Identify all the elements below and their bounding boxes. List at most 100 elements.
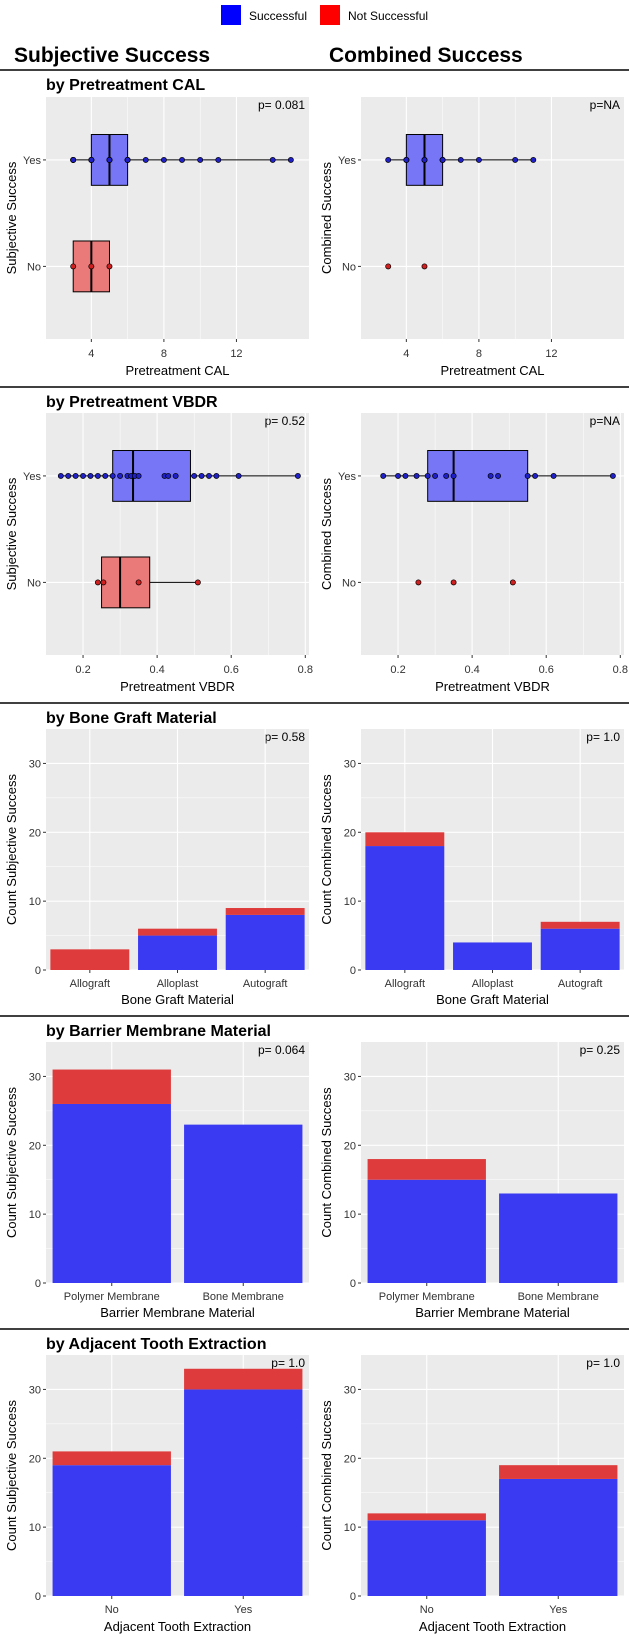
y-axis-label: Count Subjective Success	[4, 1086, 19, 1238]
p-value-label: p= 0.25	[580, 1043, 621, 1057]
section-title: by Adjacent Tooth Extraction	[46, 1336, 266, 1353]
y-tick-label: 20	[29, 1140, 41, 1152]
bar-not-successful	[367, 1159, 486, 1180]
bar-successful	[367, 1179, 486, 1283]
x-tick-label: 0.2	[75, 664, 90, 676]
data-point	[106, 263, 113, 270]
data-point	[194, 579, 201, 586]
bar-not-successful	[540, 921, 620, 929]
y-tick-label: No	[27, 577, 41, 589]
chart-panel: p= 0.58 Count Subjective Success Bone Graf…	[4, 729, 309, 1007]
section: by Barrier Membrane Material p= 0.064 Coun…	[0, 1015, 629, 1320]
x-axis-label: Pretreatment VBDR	[435, 679, 550, 694]
x-tick-label: Yes	[549, 1604, 567, 1616]
data-point	[198, 472, 205, 479]
y-axis-label: Count Combined Success	[319, 774, 334, 925]
x-tick-label: Autograft	[558, 978, 603, 990]
chart-panel: p= 1.0 Count Subjective Success Adjacent T…	[4, 1355, 309, 1634]
bar-successful	[52, 1103, 171, 1283]
y-tick-label: 10	[29, 896, 41, 908]
y-axis-label: Count Subjective Success	[4, 773, 19, 925]
x-tick-label: 0.4	[149, 664, 164, 676]
y-tick-label: 20	[29, 827, 41, 839]
y-tick-label: 30	[344, 1071, 356, 1083]
chart-panel: p= 0.52 Subjective Success Pretreatment VB…	[4, 413, 313, 694]
y-tick-label: 30	[344, 1384, 356, 1396]
x-tick-label: 0.8	[613, 664, 628, 676]
data-point	[165, 472, 172, 479]
x-tick-label: Polymer Membrane	[379, 1291, 475, 1303]
x-tick-label: Bone Membrane	[518, 1291, 599, 1303]
y-tick-label: 0	[35, 965, 41, 977]
chart-panel: p=NA Combined Success Pretreatment CAL 4 8 12…	[319, 97, 624, 378]
box-body	[112, 450, 191, 502]
x-axis-label: Adjacent Tooth Extraction	[419, 1619, 566, 1634]
y-tick-label: 10	[29, 1209, 41, 1221]
x-tick-label: 4	[88, 348, 94, 360]
bar-not-successful	[184, 1368, 303, 1390]
data-point	[80, 472, 86, 479]
y-axis-label: Count Subjective Success	[4, 1399, 19, 1551]
plot-background	[361, 413, 624, 655]
p-value-label: p= 0.081	[258, 98, 305, 112]
y-tick-label: 30	[29, 758, 41, 770]
data-point	[415, 579, 422, 586]
chart-panel: p= 1.0 Count Combined Success Bone Graft M…	[319, 729, 624, 1007]
section-title: by Bone Graft Material	[46, 710, 217, 727]
data-point	[475, 156, 482, 163]
y-tick-label: Yes	[23, 471, 41, 483]
x-tick-label: 0.6	[539, 664, 554, 676]
y-tick-label: 10	[344, 896, 356, 908]
y-tick-label: 0	[350, 1278, 356, 1290]
y-axis-label: Count Combined Success	[319, 1400, 334, 1551]
bar-successful	[453, 942, 532, 970]
legend: Successful Not Successful	[221, 5, 428, 25]
p-value-label: p= 0.52	[265, 414, 306, 428]
data-point	[106, 156, 113, 163]
bar-successful	[225, 914, 305, 970]
chart-panel: p= 0.064 Count Subjective Success Barrier …	[4, 1042, 309, 1320]
bar-not-successful	[52, 1451, 171, 1466]
data-point	[160, 156, 167, 163]
y-tick-label: Yes	[23, 155, 41, 167]
data-point	[550, 472, 557, 479]
x-tick-label: 0.4	[464, 664, 479, 676]
x-tick-label: Alloplast	[472, 978, 514, 990]
x-tick-label: Allograft	[385, 978, 425, 990]
p-value-label: p=NA	[590, 98, 620, 112]
data-point	[142, 156, 149, 163]
x-tick-label: 4	[403, 348, 409, 360]
data-point	[424, 472, 431, 479]
section: by Pretreatment CAL p= 0.081 Subjective Su…	[0, 69, 629, 378]
section: by Pretreatment VBDR p= 0.52 Subjective Su…	[0, 386, 629, 694]
y-tick-label: 0	[350, 965, 356, 977]
data-point	[94, 472, 101, 479]
y-axis-label: Subjective Success	[4, 161, 19, 274]
data-point	[413, 472, 420, 479]
y-tick-label: 0	[35, 1591, 41, 1603]
p-value-label: p= 1.0	[586, 1356, 620, 1370]
data-point	[213, 472, 220, 479]
data-point	[109, 472, 116, 479]
x-tick-label: Yes	[234, 1604, 252, 1616]
bar-not-successful	[225, 908, 305, 915]
data-point	[70, 263, 77, 270]
bar-not-successful	[367, 1513, 486, 1521]
x-tick-label: Autograft	[243, 978, 288, 990]
x-tick-label: 12	[230, 348, 242, 360]
p-value-label: p= 0.58	[265, 730, 306, 744]
data-point	[172, 472, 179, 479]
data-point	[403, 156, 410, 163]
x-axis-label: Bone Graft Material	[436, 992, 549, 1007]
y-tick-label: No	[27, 261, 41, 273]
x-tick-label: 8	[476, 348, 482, 360]
data-point	[88, 263, 95, 270]
bar-successful	[499, 1193, 618, 1283]
data-point	[457, 156, 464, 163]
plot-background	[361, 97, 624, 339]
x-tick-label: No	[105, 1604, 119, 1616]
data-point	[135, 472, 142, 479]
data-point	[65, 472, 72, 479]
p-value-label: p= 1.0	[271, 1356, 305, 1370]
bar-not-successful	[499, 1465, 618, 1479]
